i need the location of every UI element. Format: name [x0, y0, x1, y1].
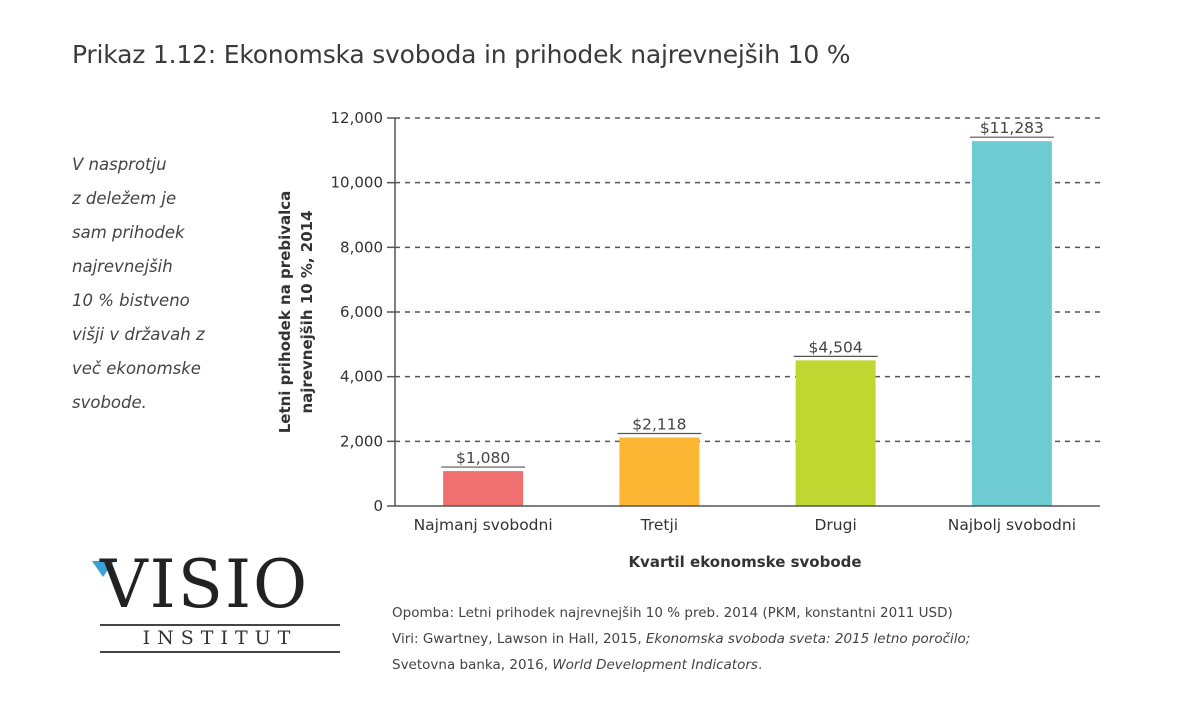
bars — [443, 141, 1052, 507]
side-note-line: z deležem je — [72, 189, 177, 208]
side-note-line: 10 % bistveno — [72, 291, 190, 310]
y-tick-label: 10,000 — [331, 174, 384, 192]
footnotes: Opomba: Letni prihodek najrevnejših 10 %… — [392, 600, 1172, 678]
y-tick-label: 6,000 — [340, 303, 383, 321]
bar — [443, 471, 524, 506]
side-note-line: več ekonomske — [72, 359, 201, 378]
side-note: V nasprotju z deležem je sam prihodek na… — [72, 148, 247, 420]
x-tick-label: Drugi — [814, 516, 856, 534]
side-note-line: najrevnejših — [72, 257, 173, 276]
data-label: $11,283 — [980, 119, 1044, 137]
side-note-line: svobode. — [72, 393, 147, 412]
x-tick-label: Najbolj svobodni — [948, 516, 1076, 534]
footnote-sources: Viri: Gwartney, Lawson in Hall, 2015, Ek… — [392, 626, 1172, 652]
y-tick-label: 12,000 — [331, 109, 384, 127]
data-label: $2,118 — [632, 416, 686, 434]
bar — [795, 360, 876, 506]
footnote-citation: World Development Indicators — [552, 657, 758, 673]
footnote-citation: Ekonomska svoboda sveta: 2015 letno poro… — [645, 631, 971, 647]
data-label: $1,080 — [456, 449, 510, 467]
x-tick-label: Tretji — [640, 516, 678, 534]
y-axis-title-line: najrevnejših 10 %, 2014 — [298, 210, 316, 413]
bar — [971, 141, 1052, 507]
footnote-note: Opomba: Letni prihodek najrevnejših 10 %… — [392, 605, 953, 621]
y-tick-label: 2,000 — [340, 432, 383, 450]
y-tick-label: 4,000 — [340, 368, 383, 386]
y-axis-title: Letni prihodek na prebivalca najrevnejši… — [276, 191, 316, 434]
y-axis-title-line: Letni prihodek na prebivalca — [276, 191, 294, 434]
bar — [619, 437, 700, 506]
gridlines — [387, 117, 1100, 507]
visio-institut-logo: VISIO INSTITUT — [92, 546, 352, 653]
footnote-text: . — [757, 657, 763, 673]
footnote-text: Viri: Gwartney, Lawson in Hall, 2015, — [392, 631, 646, 647]
side-note-line: V nasprotju — [72, 155, 167, 174]
logo-wordmark: VISIO — [100, 546, 310, 623]
chart-title: Prikaz 1.12: Ekonomska svoboda in prihod… — [72, 40, 851, 69]
logo-rule — [100, 651, 340, 653]
y-tick-label: 0 — [373, 497, 383, 515]
footnote-sources: Svetovna banka, 2016, World Development … — [392, 652, 1172, 678]
side-note-line: višji v državah z — [72, 325, 205, 344]
logo-subtitle: INSTITUT — [142, 627, 298, 649]
footnote-text: Svetovna banka, 2016, — [392, 657, 553, 673]
logo-rule — [100, 624, 340, 626]
labels: 0 2,000 4,000 6,000 8,000 10,000 12,000 $1,080 N… — [331, 109, 1077, 534]
y-tick-label: 8,000 — [340, 238, 383, 256]
logo-triangle-icon — [92, 561, 114, 577]
x-tick-label: Najmanj svobodni — [414, 516, 553, 534]
axes — [394, 118, 1100, 507]
data-label: $4,504 — [809, 338, 863, 356]
x-axis-title: Kvartil ekonomske svobode — [628, 553, 861, 571]
side-note-line: sam prihodek — [72, 223, 185, 242]
